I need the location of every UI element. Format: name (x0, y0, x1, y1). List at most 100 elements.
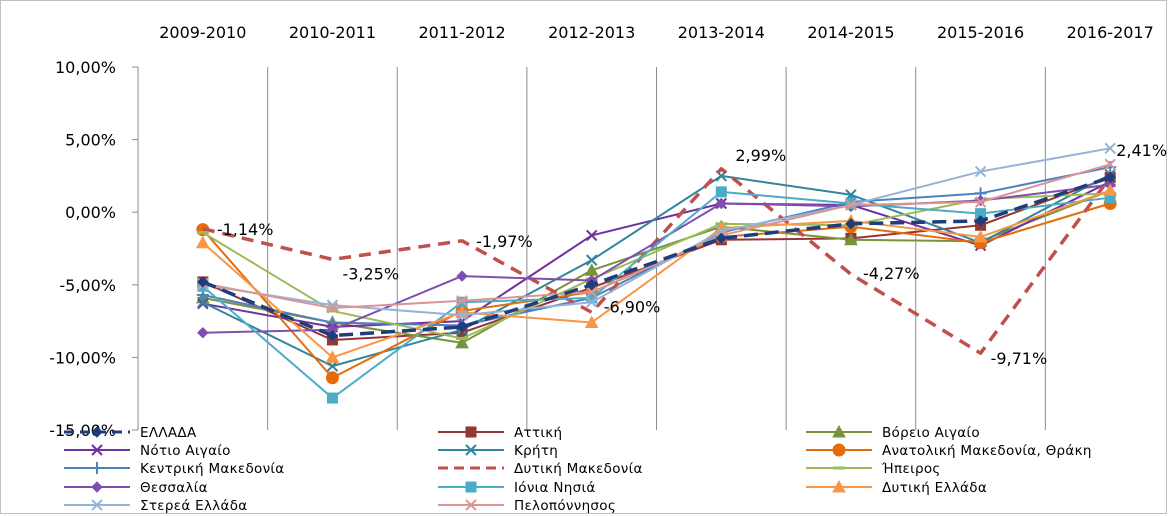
data-label: -4,27% (863, 264, 920, 283)
legend-marker (465, 426, 477, 438)
data-label: -9,71% (991, 349, 1048, 368)
legend-label: ΕΛΛΑΔΑ (140, 425, 197, 441)
legend-entry: Δυτική Ελλάδα (806, 479, 987, 496)
y-tick-label: -5,00% (59, 276, 116, 295)
data-point (456, 309, 468, 321)
legend-marker (91, 426, 103, 438)
legend-label: Κρήτη (514, 443, 558, 459)
legend-entry: Πελοπόννησος (438, 498, 616, 514)
data-point (326, 392, 338, 404)
legend-entry: Ιόνια Νησιά (438, 480, 596, 496)
legend-entry: Βόρειο Αιγαίο (806, 424, 980, 441)
legend-label: Κεντρική Μακεδονία (140, 461, 285, 477)
legend-label: Νότιο Αιγαίο (140, 443, 231, 459)
data-point (715, 197, 728, 210)
series-line (202, 167, 1112, 355)
legend-entry: Κρήτη (438, 443, 558, 459)
legend-marker (91, 499, 103, 511)
legend: ΕΛΛΑΔΑ Αττική Βόρειο Αιγαίο Νότιο Αιγαίο Κρή… (64, 424, 1092, 514)
data-point (197, 296, 209, 308)
legend-entry: Ανατολική Μακεδονία, Θράκη (806, 443, 1092, 459)
y-tick-label: -10,00% (49, 348, 116, 367)
y-tick-label: 0,00% (65, 203, 116, 222)
data-point (326, 329, 339, 342)
y-tick-label: 10,00% (55, 58, 116, 77)
data-point (456, 321, 468, 333)
legend-entry: Ήπειρος (806, 461, 941, 477)
legend-label: Ήπειρος (881, 461, 941, 477)
legend-entry: Κεντρική Μακεδονία (64, 461, 285, 477)
data-point (455, 335, 469, 349)
legend-entry: Αττική (438, 425, 562, 441)
data-labels: -1,14% -3,25% -1,97% -6,90% 2,99% -4,27% -9,71… (217, 141, 1167, 368)
data-point (1104, 142, 1116, 155)
legend-label: Βόρειο Αιγαίο (882, 425, 980, 441)
legend-marker (91, 462, 103, 474)
legend-label: Ιόνια Νησιά (514, 480, 596, 496)
data-label: -1,97% (476, 232, 533, 251)
data-point (715, 186, 727, 198)
data-label: 2,41% (1116, 141, 1167, 160)
legend-marker (91, 444, 103, 456)
legend-entry: Θεσσαλία (64, 480, 208, 496)
data-point (585, 229, 598, 242)
data-label: -3,25% (342, 264, 399, 283)
data-point (585, 254, 598, 266)
legend-label: Αττική (514, 425, 562, 441)
legend-entry: Νότιο Αιγαίο (64, 443, 231, 459)
x-tick-label: 2013-2014 (678, 23, 765, 42)
x-tick-label: 2010-2011 (289, 23, 376, 42)
data-point (845, 199, 857, 211)
legend-marker (832, 424, 846, 438)
data-point (845, 218, 857, 230)
data-point (195, 235, 210, 249)
data-point (715, 232, 728, 245)
series-line (202, 180, 1111, 328)
legend-marker (832, 479, 846, 493)
data-point (585, 279, 598, 291)
legend-entry: Στερεά Ελλάδα (64, 498, 247, 514)
series-line (202, 166, 1111, 327)
data-point (197, 327, 209, 339)
data-point (1104, 171, 1116, 184)
series-line (202, 175, 1111, 338)
x-tick-label: 2011-2012 (418, 23, 505, 42)
data-point (974, 196, 987, 208)
legend-marker (465, 499, 477, 511)
legend-label: Δυτική Ελλάδα (882, 480, 987, 496)
data-point (1104, 158, 1116, 170)
legend-marker (465, 481, 477, 493)
x-tick-label: 2015-2016 (937, 23, 1024, 42)
legend-label: Δυτική Μακεδονία (514, 461, 643, 477)
legend-label: Θεσσαλία (140, 480, 208, 496)
data-point (584, 315, 599, 329)
data-point (197, 297, 209, 310)
y-tick-label: 5,00% (65, 131, 116, 150)
data-label: -1,14% (217, 220, 274, 239)
data-point (325, 371, 339, 385)
data-point (197, 276, 209, 288)
legend-marker (465, 444, 477, 456)
legend-label: Ανατολική Μακεδονία, Θράκη (882, 443, 1092, 459)
data-point (585, 286, 598, 298)
data-point (974, 215, 987, 227)
series-lines (195, 142, 1118, 404)
legend-entry: ΕΛΛΑΔΑ (64, 425, 197, 441)
x-tick-label: 2009-2010 (159, 23, 246, 42)
x-tick-label: 2014-2015 (807, 23, 894, 42)
data-label: -6,90% (604, 297, 661, 316)
legend-marker (91, 481, 103, 493)
data-point (456, 270, 468, 282)
x-tick-label: 2016-2017 (1067, 23, 1154, 42)
gridlines (267, 67, 1046, 430)
data-point (325, 350, 340, 363)
data-point (973, 229, 988, 243)
legend-entry: Δυτική Μακεδονία (438, 461, 643, 477)
data-point (585, 296, 598, 308)
data-point (326, 302, 339, 314)
series-line (202, 190, 1111, 400)
axes: 10,00%5,00%0,00%-5,00%-10,00%-15,00%2009… (49, 23, 1154, 440)
legend-label: Στερεά Ελλάδα (140, 498, 247, 514)
